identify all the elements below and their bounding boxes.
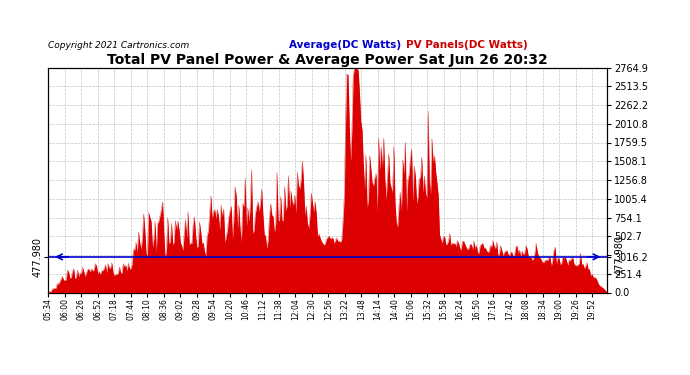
Text: Average(DC Watts): Average(DC Watts): [288, 40, 401, 51]
Text: PV Panels(DC Watts): PV Panels(DC Watts): [406, 40, 528, 51]
Title: Total PV Panel Power & Average Power Sat Jun 26 20:32: Total PV Panel Power & Average Power Sat…: [108, 54, 548, 68]
Text: Copyright 2021 Cartronics.com: Copyright 2021 Cartronics.com: [48, 40, 190, 50]
